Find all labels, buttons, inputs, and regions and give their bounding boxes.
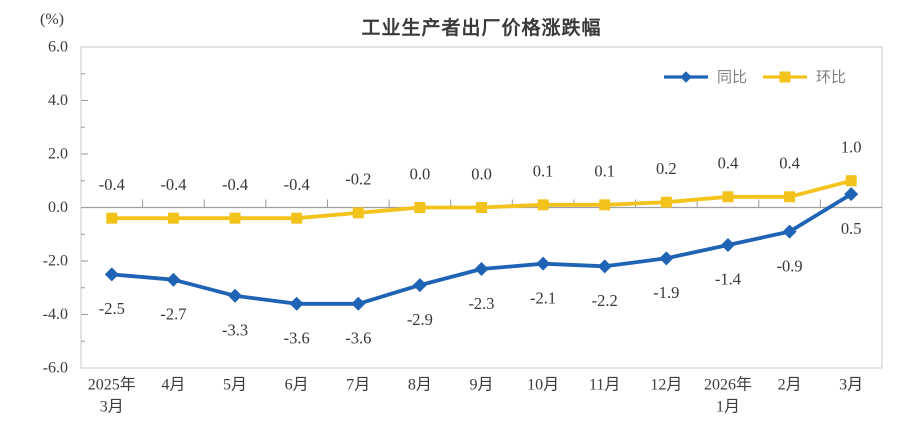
- marker-diamond: [720, 237, 735, 252]
- marker-diamond: [166, 272, 181, 287]
- diamond-marker-icon: [663, 70, 708, 83]
- data-label-环比: 0.1: [533, 162, 554, 181]
- data-label-同比: -3.3: [222, 321, 248, 340]
- marker-diamond: [228, 288, 243, 303]
- marker-square: [660, 196, 672, 208]
- marker-square: [106, 212, 118, 224]
- data-label-同比: -0.9: [777, 256, 803, 275]
- x-axis-label: 5月: [223, 377, 247, 394]
- data-label-环比: -0.4: [284, 175, 310, 194]
- marker-diamond: [474, 262, 489, 277]
- marker-square: [784, 191, 796, 203]
- x-axis-label: 2026年: [704, 376, 752, 394]
- y-axis-label: -2.0: [43, 253, 68, 270]
- data-label-同比: -1.9: [653, 283, 679, 302]
- legend: 同比 环比: [662, 66, 846, 87]
- marker-square: [229, 212, 241, 224]
- marker-square: [537, 199, 549, 211]
- data-label-环比: -0.4: [222, 175, 248, 194]
- x-axis-label: 3月: [839, 377, 863, 394]
- legend-item-tongbi: 同比: [662, 66, 747, 87]
- x-axis-label: 12月: [650, 377, 682, 394]
- y-axis-label: 0.0: [48, 199, 68, 216]
- data-label-环比: 0.0: [471, 164, 492, 183]
- data-label-同比: -2.7: [160, 305, 186, 324]
- x-axis-label: 4月: [161, 377, 185, 394]
- x-axis-label: 10月: [527, 377, 559, 394]
- data-label-环比: -0.4: [99, 175, 125, 194]
- data-label-环比: 0.4: [718, 154, 739, 173]
- marker-diamond: [782, 224, 797, 239]
- data-label-同比: -3.6: [284, 329, 310, 348]
- y-axis-label: 6.0: [48, 39, 68, 56]
- x-axis-label: 6月: [285, 377, 309, 394]
- y-axis-label: 2.0: [48, 146, 68, 163]
- marker-square: [291, 212, 303, 224]
- data-label-同比: 0.5: [841, 219, 862, 238]
- x-axis-label: 3月: [100, 399, 124, 416]
- data-label-环比: 0.0: [410, 164, 431, 183]
- legend-label-huanbi: 环比: [815, 70, 846, 86]
- x-axis-label: 7月: [346, 377, 370, 394]
- legend-label-tongbi: 同比: [716, 70, 747, 86]
- marker-diamond: [351, 296, 366, 311]
- data-label-同比: -2.2: [592, 291, 618, 310]
- data-label-环比: 1.0: [841, 138, 862, 157]
- y-axis-label: -6.0: [43, 360, 68, 377]
- marker-square: [722, 191, 734, 203]
- data-label-同比: -2.3: [468, 294, 494, 313]
- data-label-环比: -0.4: [160, 175, 186, 194]
- x-axis-label: 2月: [778, 377, 802, 394]
- x-axis-label: 9月: [469, 377, 493, 394]
- marker-square: [476, 202, 487, 213]
- marker-square: [599, 199, 611, 211]
- marker-square: [845, 175, 857, 187]
- marker-diamond: [289, 296, 304, 311]
- data-label-同比: -3.6: [345, 329, 371, 348]
- x-axis-label: 8月: [408, 377, 432, 394]
- marker-diamond: [659, 251, 674, 266]
- marker-square: [352, 207, 364, 219]
- data-label-同比: -1.4: [715, 270, 741, 289]
- legend-item-huanbi: 环比: [761, 66, 846, 87]
- marker-diamond: [536, 256, 551, 271]
- x-axis-label: 11月: [589, 377, 620, 394]
- data-label-环比: 0.2: [656, 159, 677, 178]
- data-label-同比: -2.1: [530, 288, 556, 307]
- y-axis-label: 4.0: [48, 92, 68, 109]
- marker-diamond: [597, 259, 612, 274]
- x-axis-label: 1月: [716, 399, 740, 416]
- marker-diamond: [104, 267, 119, 282]
- x-axis-label: 2025年: [88, 376, 136, 394]
- data-label-环比: 0.1: [594, 162, 615, 181]
- data-label-同比: -2.5: [99, 299, 125, 318]
- marker-diamond: [844, 187, 859, 202]
- y-axis-unit-label: (%): [40, 11, 64, 28]
- marker-square: [414, 202, 426, 213]
- data-label-环比: -0.2: [345, 170, 371, 189]
- chart-title: 工业生产者出厂价格涨跌幅: [361, 18, 602, 39]
- data-label-环比: 0.4: [779, 154, 800, 173]
- marker-square: [167, 212, 179, 224]
- marker-diamond: [412, 278, 427, 293]
- square-marker-icon: [762, 71, 807, 82]
- data-label-同比: -2.9: [407, 310, 433, 329]
- y-axis-label: -4.0: [43, 306, 68, 323]
